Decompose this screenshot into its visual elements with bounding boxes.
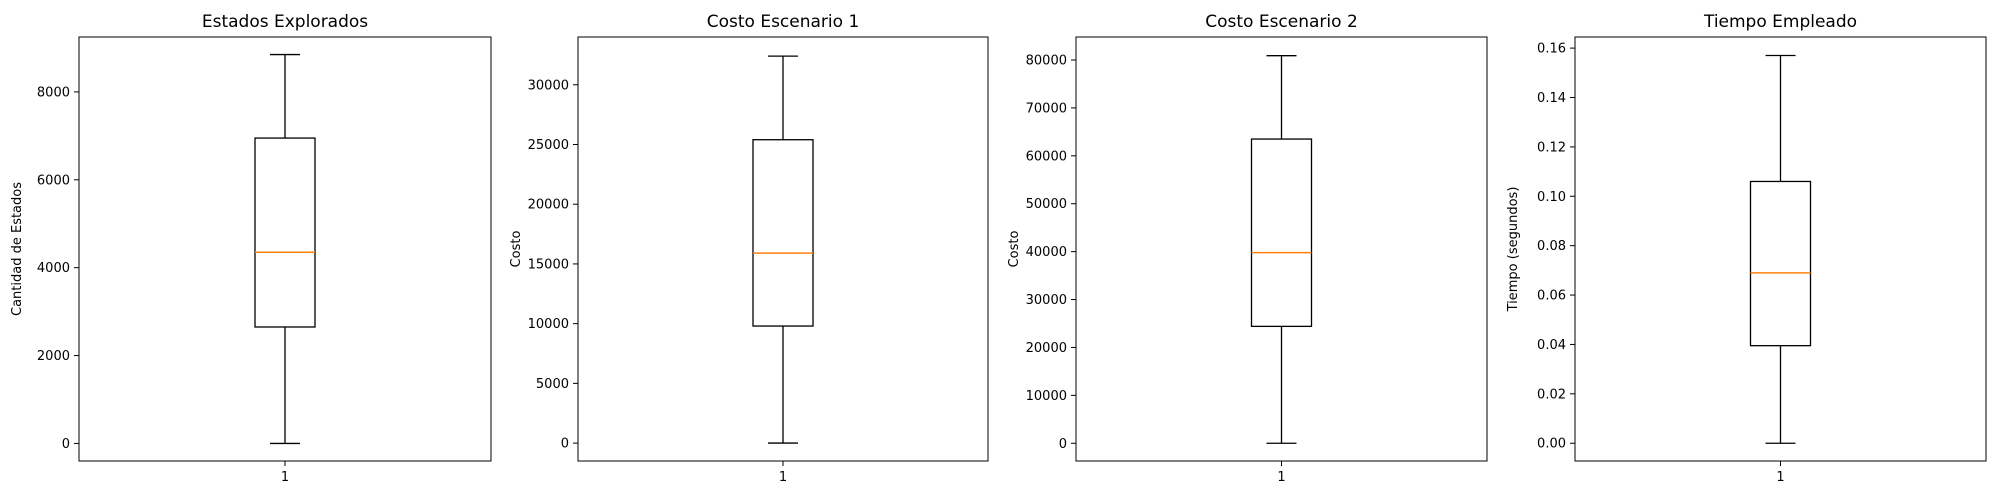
y-tick-label: 60000	[1026, 149, 1067, 164]
y-tick-label: 6000	[37, 173, 70, 188]
box-iqr	[254, 137, 316, 328]
y-axis-label: Cantidad de Estados	[10, 182, 25, 316]
y-tick-label: 0	[1059, 437, 1067, 452]
y-tick-label: 0.08	[1537, 239, 1566, 254]
y-tick-label: 0.04	[1537, 338, 1566, 353]
subplot-4: Tiempo Empleado 0.00 0.02 0.04 0.06 0.08 0.10 0…	[1506, 12, 1987, 485]
subplot-1: Estados Explorados 0 2000 4000 6000 8000 1 Cant…	[10, 12, 492, 485]
y-tick-label: 0.16	[1537, 42, 1566, 57]
y-tick-label: 10000	[1026, 389, 1067, 404]
y-tick-label: 0.02	[1537, 387, 1566, 402]
chart-title: Tiempo Empleado	[1703, 12, 1857, 32]
y-tick-label: 4000	[37, 261, 70, 276]
box-iqr	[752, 139, 814, 327]
subplot-2: Costo Escenario 1 0 5000 10000 15000 20000 250…	[509, 12, 989, 485]
x-tick-label: 1	[1277, 470, 1285, 485]
y-tick-label: 70000	[1026, 101, 1067, 116]
x-tick-label: 1	[1776, 470, 1784, 485]
y-tick-label: 40000	[1026, 245, 1067, 260]
y-tick-label: 15000	[528, 257, 569, 272]
y-tick-label: 0.12	[1537, 140, 1566, 155]
box-iqr	[1749, 180, 1812, 347]
y-tick-label: 5000	[536, 377, 569, 392]
y-tick-label: 30000	[1026, 293, 1067, 308]
y-tick-label: 0.10	[1537, 190, 1566, 205]
y-tick-label: 30000	[528, 78, 569, 93]
y-axis-label: Costo	[509, 231, 524, 268]
box-iqr	[1250, 138, 1313, 328]
y-tick-label: 0.14	[1537, 91, 1566, 106]
y-tick-label: 25000	[528, 138, 569, 153]
y-tick-label: 2000	[37, 349, 70, 364]
y-tick-label: 8000	[37, 85, 70, 100]
y-tick-label: 50000	[1026, 197, 1067, 212]
y-tick-label: 0	[561, 437, 569, 452]
y-axis-label: Tiempo (segundos)	[1506, 187, 1521, 313]
y-tick-label: 0	[62, 437, 70, 452]
y-tick-label: 20000	[528, 198, 569, 213]
chart-title: Costo Escenario 1	[707, 12, 860, 32]
chart-title: Costo Escenario 2	[1205, 12, 1358, 32]
y-tick-label: 20000	[1026, 341, 1067, 356]
y-tick-label: 0.00	[1537, 437, 1566, 452]
x-tick-label: 1	[281, 470, 289, 485]
y-axis-label: Costo	[1007, 231, 1022, 268]
y-tick-label: 80000	[1026, 53, 1067, 68]
chart-title: Estados Explorados	[202, 12, 368, 32]
subplot-3: Costo Escenario 2 0 10000 20000 30000 40000 50…	[1007, 12, 1488, 485]
x-tick-label: 1	[779, 470, 787, 485]
y-tick-label: 0.06	[1537, 289, 1566, 304]
y-tick-label: 10000	[528, 317, 569, 332]
